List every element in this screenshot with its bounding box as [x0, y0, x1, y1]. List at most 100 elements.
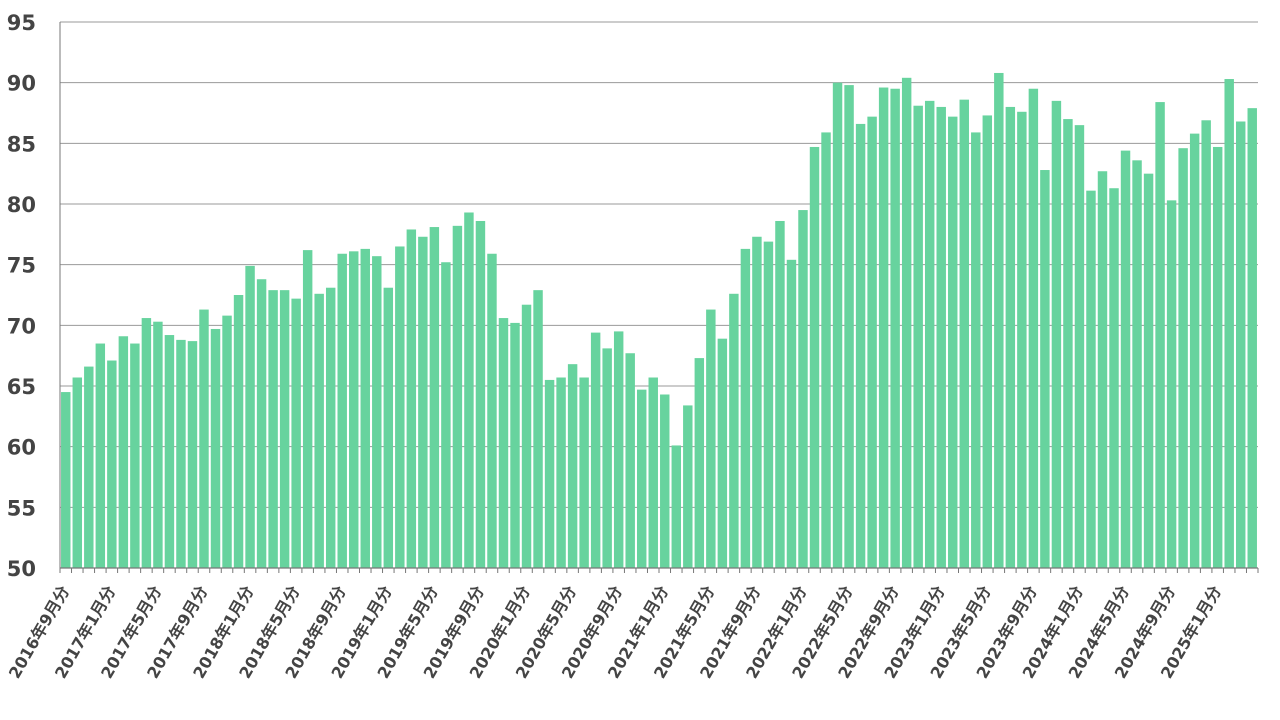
bar [291, 298, 301, 568]
bar [268, 290, 278, 568]
bar [164, 335, 175, 568]
bar [210, 328, 221, 568]
bar [233, 295, 244, 568]
bar [1120, 150, 1131, 568]
bar [717, 338, 728, 568]
bar [521, 304, 532, 568]
bar [84, 366, 94, 568]
bar [1097, 171, 1108, 569]
bar [510, 322, 520, 568]
bar [406, 229, 417, 569]
bar [1132, 160, 1142, 568]
y-tick-label: 65 [7, 375, 36, 399]
bar [1212, 146, 1223, 568]
bar [1224, 79, 1234, 568]
y-tick-label: 85 [7, 132, 36, 156]
bar [95, 343, 106, 568]
bar [279, 290, 290, 568]
bar [1178, 148, 1188, 569]
bar [256, 279, 267, 568]
bar [994, 72, 1004, 569]
bar [395, 246, 405, 568]
bar [590, 332, 601, 568]
y-tick-label: 75 [7, 254, 36, 278]
bar [1028, 88, 1039, 568]
bar [855, 123, 866, 569]
bar [948, 116, 958, 568]
x-axis-ticks: 2016年9月分2017年1月分2017年5月分2017年9月分2018年1月分… [5, 583, 1225, 682]
bar [418, 236, 428, 568]
bar [1247, 108, 1257, 568]
bar [1166, 200, 1177, 569]
bar [245, 265, 255, 568]
bar [107, 360, 117, 568]
y-tick-label: 90 [7, 72, 36, 96]
bar [867, 116, 877, 568]
bar [1086, 190, 1096, 569]
bar [809, 146, 820, 568]
bar [982, 115, 993, 568]
bar [1051, 100, 1062, 568]
bar [360, 248, 370, 569]
bar [383, 287, 394, 568]
bar [498, 318, 509, 568]
bar [775, 220, 785, 568]
bar [844, 85, 854, 569]
bar [222, 315, 232, 568]
bar [832, 82, 843, 569]
bar [118, 336, 129, 568]
bar [636, 389, 647, 568]
y-axis-ticks: 50 55 60 65 70 75 80 85 90 95 [7, 11, 36, 581]
bar [325, 287, 336, 568]
bar [706, 309, 716, 568]
bar [752, 236, 762, 568]
bar [971, 132, 981, 568]
bar [901, 77, 912, 569]
bar [349, 251, 359, 568]
y-tick-label: 55 [7, 496, 36, 520]
axes [59, 22, 1259, 573]
bar [1074, 125, 1085, 568]
bar [740, 248, 751, 569]
y-tick-label: 80 [7, 193, 36, 217]
bar [533, 290, 543, 568]
bar [1063, 119, 1073, 569]
bar [475, 220, 486, 568]
bar [878, 87, 889, 569]
bar [671, 445, 682, 568]
bar [141, 318, 152, 568]
bar [924, 100, 935, 568]
bar [429, 227, 440, 568]
bar [441, 262, 451, 568]
bar [1005, 106, 1016, 568]
y-tick-label: 95 [7, 11, 36, 35]
bar [1155, 102, 1165, 568]
bar [1109, 188, 1119, 568]
bar [1143, 173, 1154, 568]
y-tick-label: 70 [7, 314, 36, 338]
bar [579, 377, 589, 568]
bar [729, 293, 739, 568]
bars [61, 72, 1257, 569]
bar [1017, 111, 1027, 568]
bar [1040, 170, 1050, 568]
bar [613, 331, 624, 568]
bar [487, 253, 497, 568]
bar [187, 341, 198, 568]
bar [798, 210, 808, 569]
bar [452, 225, 463, 568]
bar [544, 379, 555, 568]
bar [61, 392, 71, 568]
bar [786, 259, 797, 568]
bar [556, 377, 566, 568]
bar [72, 377, 83, 568]
bar [936, 106, 946, 568]
bar [959, 99, 969, 569]
bar [913, 105, 923, 568]
bar [302, 250, 313, 568]
bar [1235, 121, 1246, 568]
bar [648, 377, 658, 568]
bar [763, 241, 774, 568]
bar [130, 343, 140, 568]
